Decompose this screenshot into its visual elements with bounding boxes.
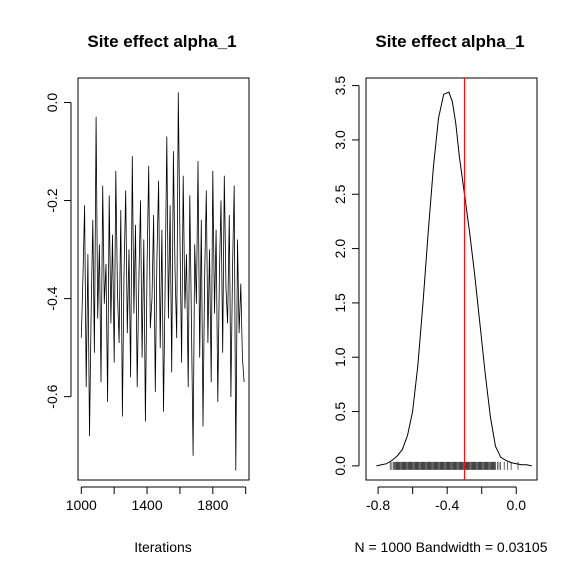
trace-plot-y-tick-label: -0.6 [44, 384, 60, 408]
trace-plot-title: Site effect alpha_1 [87, 32, 236, 51]
density-plot-y-tick-label: 1.5 [332, 293, 348, 313]
trace-plot-x-tick-label: 1400 [131, 497, 162, 513]
trace-plot-y-tick-label: -0.2 [44, 188, 60, 212]
trace-plot-x-tick-label: 1800 [197, 497, 228, 513]
density-plot-y-tick-label: 2.0 [332, 239, 348, 259]
density-plot-y-tick-label: 0.5 [332, 402, 348, 422]
density-plot-x-tick-label: 0.0 [507, 497, 527, 513]
density-plot-x-axis-label: N = 1000 Bandwidth = 0.03105 [354, 539, 547, 555]
density-plot-axes: -0.8 -0.4 0.0 0.0 0.5 1.0 1.5 2.0 2.5 3.0 3.5 [332, 76, 526, 513]
trace-plot: Site effect alpha_1 1000 1400 1800 0.0 -0.2 -… [44, 32, 250, 555]
trace-plot-x-axis-label: Iterations [134, 539, 192, 555]
density-plot-y-tick-label: 0.0 [332, 456, 348, 476]
trace-plot-y-tick-label: 0.0 [44, 93, 60, 113]
density-plot-y-tick-label: 2.5 [332, 184, 348, 204]
density-plot-y-tick-label: 1.0 [332, 347, 348, 367]
trace-plot-series [80, 92, 245, 471]
density-plot-frame [365, 77, 538, 481]
density-curve [376, 91, 532, 467]
trace-plot-axes: 1000 1400 1800 0.0 -0.2 -0.4 -0.6 [44, 93, 247, 513]
trace-plot-frame [77, 77, 250, 481]
trace-plot-x-tick-label: 1000 [66, 497, 97, 513]
density-plot-x-tick-label: -0.4 [435, 497, 459, 513]
trace-plot-y-tick-label: -0.4 [44, 286, 60, 310]
density-plot-x-tick-label: -0.8 [366, 497, 390, 513]
density-plot: Site effect alpha_1 -0.8 -0.4 0.0 0.0 0.5 1.0… [332, 32, 548, 555]
density-plot-y-tick-label: 3.5 [332, 76, 348, 96]
density-plot-series [376, 91, 532, 467]
density-plot-y-tick-label: 3.0 [332, 130, 348, 150]
density-plot-title: Site effect alpha_1 [375, 32, 524, 51]
trace-series-line [80, 92, 245, 471]
density-plot-rug [389, 461, 519, 470]
